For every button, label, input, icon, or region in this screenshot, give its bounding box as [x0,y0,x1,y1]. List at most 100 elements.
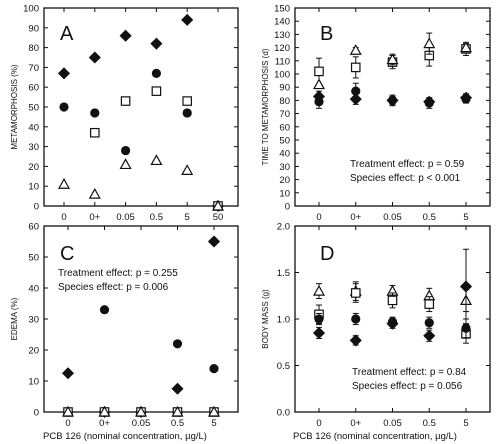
x-tick-label: 0 [316,418,321,429]
panel-b: 0 10 20 30 40 50 60 70 80 90 100 110 120 130 140 150 0 0+… [261,4,491,223]
data-point-triangle [349,44,362,55]
data-point-triangle [88,187,101,199]
x-tick-label: 0.5 [171,418,184,429]
x-tick-label: 0.05 [116,212,135,223]
series-diamond [57,13,225,213]
data-point-diamond [150,37,163,50]
annotation: Treatment effect: p = 0.84 [352,367,467,378]
data-point-circle [209,364,219,374]
x-tick-label: 0+ [99,418,110,429]
series-circle [63,305,219,417]
y-tick-label: 80 [28,43,39,54]
data-point-square [151,86,162,96]
panel-d: 0.0 0.5 1.0 1.5 2.0 0 0+ 0.05 0.5 5 BODY MASS (g) D… [261,222,491,429]
panel-letter: A [60,23,74,45]
data-point-circle [172,339,183,349]
data-point-triangle [207,405,221,417]
x-tick-label: 0 [61,212,66,223]
y-tick-label: 70 [28,63,39,74]
y-axis-label: EDEMA (%) [10,297,19,340]
y-axis-label: TIME TO METAMORPHOSIS (d) [261,48,270,165]
y-tick-label: 0.5 [277,361,290,372]
y-tick-label: 60 [28,222,39,233]
y-tick-label: 120 [274,43,290,54]
data-point-square [350,62,361,73]
x-tick-label: 5 [463,212,468,223]
y-tick-label: 0 [34,408,39,419]
data-point-circle [90,108,100,118]
series-diamond [61,235,221,419]
data-point-circle [314,314,324,324]
data-point-circle [59,102,69,112]
x-tick-label: 0+ [350,418,361,429]
y-tick-label: 0 [34,202,39,213]
panel-a: 0 10 20 30 40 50 60 70 80 90 100 0 0+ 0.05 0.5 5 50 METAM… [10,4,239,223]
y-tick-label: 40 [28,122,39,133]
panel-c: 0 10 20 30 40 50 60 0 0+ 0.05 0.5 5 EDEMA (%) C Treatm… [10,222,239,429]
y-tick-label: 30 [28,142,39,153]
data-point-triangle [171,405,184,417]
annotation: Treatment effect: p = 0.255 [58,268,178,279]
y-tick-label: 30 [279,162,290,173]
y-axis-label: METAMORPHOSIS (%) [10,64,19,150]
data-point-diamond [181,13,194,26]
data-point-triangle [423,37,436,49]
x-tick-label: 0+ [89,212,100,223]
x-tick-label: 0 [316,212,321,223]
data-point-circle [182,108,192,118]
data-point-diamond [57,67,71,80]
data-point-triangle [98,405,111,417]
x-tick-label: 0.5 [423,212,436,223]
data-point-diamond [88,51,101,64]
data-point-triangle [150,154,163,166]
data-point-diamond [386,94,399,107]
x-tick-label: 50 [213,212,224,223]
y-tick-label: 100 [274,70,290,81]
data-point-diamond [349,334,362,347]
data-point-triangle [386,53,399,65]
y-tick-label: 140 [274,17,290,28]
data-point-diamond [423,329,436,342]
y-tick-label: 10 [279,188,290,199]
data-point-triangle [181,164,194,175]
panel-letter: C [60,243,74,265]
y-tick-label: 60 [28,83,39,94]
data-point-diamond [312,90,326,103]
data-point-triangle [312,78,326,90]
data-point-diamond [423,95,436,108]
y-tick-label: 10 [28,377,39,388]
data-point-diamond [349,93,362,106]
x-tick-label: 0.05 [383,418,402,429]
data-point-diamond [386,317,399,330]
y-axis-label: BODY MASS (g) [261,289,270,349]
y-tick-label: 2.0 [277,222,290,233]
data-point-circle [151,68,161,78]
series-circle [59,68,223,211]
y-tick-label: 50 [28,253,39,264]
x-tick-label: 0.5 [150,212,163,223]
annotation: Species effect: p = 0.006 [58,282,169,293]
x-tick-label: 5 [211,418,216,429]
data-point-square [350,288,361,298]
x-tick-label: 0.5 [423,418,436,429]
data-point-square [314,66,324,77]
x-tick-label: 0.05 [132,418,151,429]
data-point-square [120,96,131,106]
data-point-diamond [312,326,326,339]
y-tick-label: 50 [28,103,39,114]
y-tick-label: 70 [279,109,290,120]
y-tick-label: 90 [28,23,39,34]
data-point-diamond [171,382,184,395]
y-tick-label: 60 [279,122,290,133]
y-tick-label: 40 [279,149,290,160]
series-triangle [312,32,473,90]
y-tick-label: 50 [279,136,290,147]
annotation: Treatment effect: p = 0.59 [350,159,465,170]
data-point-diamond [207,235,221,248]
y-tick-label: 130 [274,30,290,41]
data-point-diamond [119,29,132,42]
y-tick-label: 150 [274,4,290,15]
x-tick-label: 5 [463,418,468,429]
data-point-triangle [57,177,71,189]
